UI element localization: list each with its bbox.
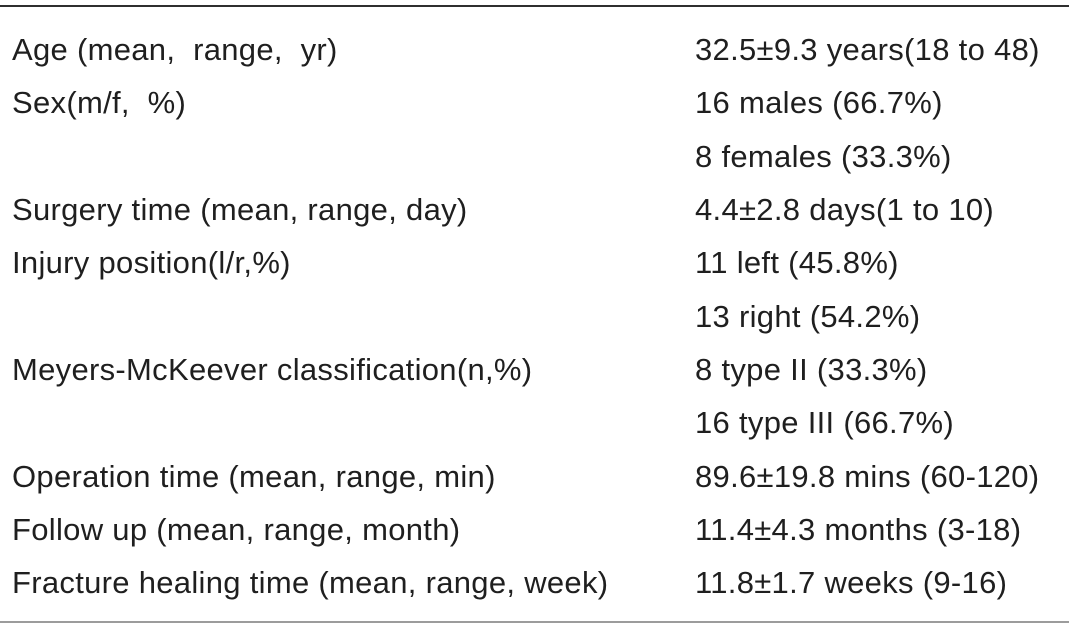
table-row: 16 type III (66.7%) <box>0 396 1069 449</box>
table-row: Age (mean, range, yr) 32.5±9.3 years(18 … <box>0 23 1069 76</box>
value-cell: 11 left (45.8%) <box>695 245 899 281</box>
parameter-cell: Follow up (mean, range, month) <box>12 511 461 547</box>
value-cell: 13 right (54.2%) <box>695 298 921 334</box>
table-row: Meyers-McKeever classification(n,%) 8 ty… <box>0 343 1069 396</box>
table-row: Sex(m/f, %) 16 males (66.7%) <box>0 76 1069 129</box>
value-cell: 89.6±19.8 mins (60-120) <box>695 458 1040 494</box>
patient-characteristics-table: Age (mean, range, yr) 32.5±9.3 years(18 … <box>0 23 1069 609</box>
table-top-rule <box>0 5 1069 7</box>
table-row: Injury position(l/r,%) 11 left (45.8%) <box>0 236 1069 289</box>
parameter-cell: Surgery time (mean, range, day) <box>12 192 468 228</box>
value-cell: 4.4±2.8 days(1 to 10) <box>695 192 995 228</box>
parameter-cell: Fracture healing time (mean, range, week… <box>12 565 609 601</box>
table-bottom-rule <box>0 621 1069 623</box>
parameter-cell: Injury position(l/r,%) <box>12 245 291 281</box>
table-row: Follow up (mean, range, month) 11.4±4.3 … <box>0 503 1069 556</box>
table-row: Surgery time (mean, range, day) 4.4±2.8 … <box>0 183 1069 236</box>
table-row: Fracture healing time (mean, range, week… <box>0 556 1069 609</box>
value-cell: 8 females (33.3%) <box>695 138 952 174</box>
value-cell: 16 males (66.7%) <box>695 85 943 121</box>
value-cell: 32.5±9.3 years(18 to 48) <box>695 32 1040 68</box>
parameter-cell: Sex(m/f, %) <box>12 85 187 121</box>
parameter-cell: Meyers-McKeever classification(n,%) <box>12 351 533 387</box>
table-row: Operation time (mean, range, min) 89.6±1… <box>0 449 1069 502</box>
value-cell: 8 type II (33.3%) <box>695 351 928 387</box>
value-cell: 11.4±4.3 months (3-18) <box>695 511 1022 547</box>
parameter-cell: Age (mean, range, yr) <box>12 32 338 68</box>
parameter-cell: Operation time (mean, range, min) <box>12 458 496 494</box>
value-cell: 11.8±1.7 weeks (9-16) <box>695 565 1008 601</box>
table-row: 8 females (33.3%) <box>0 130 1069 183</box>
table-row: 13 right (54.2%) <box>0 289 1069 342</box>
value-cell: 16 type III (66.7%) <box>695 405 954 441</box>
